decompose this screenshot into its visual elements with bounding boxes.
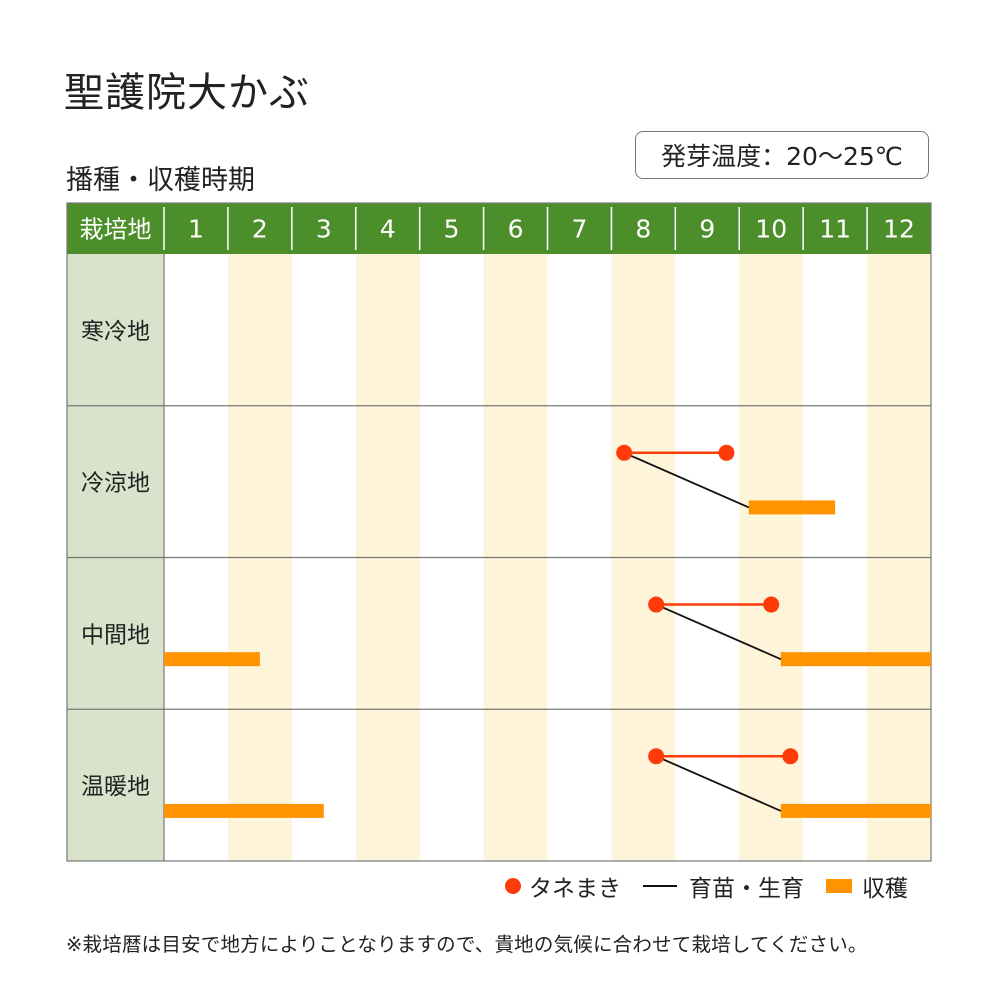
harvest-bar (780, 803, 931, 818)
legend-item-harvest: 収穫 (826, 869, 908, 903)
footnote: ※栽培暦は目安で地方によりことなりますので、貴地の気候に合わせて栽培してください… (66, 933, 868, 956)
legend-label-harvest: 収穫 (862, 876, 908, 902)
page-title: 聖護院大かぶ (64, 70, 310, 116)
month-label-10: 10 (755, 215, 787, 244)
growth-line (655, 603, 782, 660)
legend-label-growth: 育苗・生育 (689, 876, 804, 902)
sowing-end-dot (763, 596, 780, 613)
chart-subtitle: 播種・収穫時期 (66, 165, 255, 196)
chart-border (66, 202, 932, 862)
region-label-1: 寒冷地 (81, 319, 150, 345)
month-label-8: 8 (635, 215, 651, 244)
month-label-7: 7 (572, 215, 588, 244)
legend-label-sowing: タネまき (529, 876, 621, 902)
legend-item-sowing: タネまき (505, 869, 621, 903)
month-label-12: 12 (883, 215, 915, 244)
region-label-2: 冷涼地 (81, 471, 150, 497)
header-row (67, 203, 931, 254)
legend-item-growth: 育苗・生育 (643, 869, 804, 903)
region-label-3: 中間地 (81, 622, 150, 648)
month-label-6: 6 (508, 215, 524, 244)
month-label-3: 3 (316, 215, 332, 244)
harvest-bar (780, 652, 931, 667)
germination-temp-badge: 発芽温度：20〜25℃ (635, 131, 929, 179)
sowing-start-dot (616, 444, 633, 461)
sowing-dot-icon (505, 878, 521, 894)
growth-line (623, 451, 750, 509)
sowing-end-dot (718, 444, 735, 461)
month-label-1: 1 (188, 215, 204, 244)
month-label-5: 5 (444, 215, 460, 244)
sowing-end-dot (782, 748, 799, 765)
harvest-bar (748, 500, 836, 515)
month-label-2: 2 (252, 215, 268, 244)
growth-line (655, 755, 782, 812)
month-label-4: 4 (380, 215, 396, 244)
harvest-bar (164, 652, 260, 667)
sowing-start-dot (648, 748, 665, 765)
harvest-bar (164, 803, 324, 818)
harvest-bar-icon (826, 879, 852, 893)
legend: タネまき 育苗・生育 収穫 (505, 870, 908, 902)
region-label-4: 温暖地 (81, 774, 150, 800)
growth-line-icon (643, 885, 677, 887)
sowing-start-dot (648, 596, 665, 613)
month-label-11: 11 (819, 215, 851, 244)
month-label-9: 9 (699, 215, 715, 244)
corner-label: 栽培地 (80, 216, 152, 244)
